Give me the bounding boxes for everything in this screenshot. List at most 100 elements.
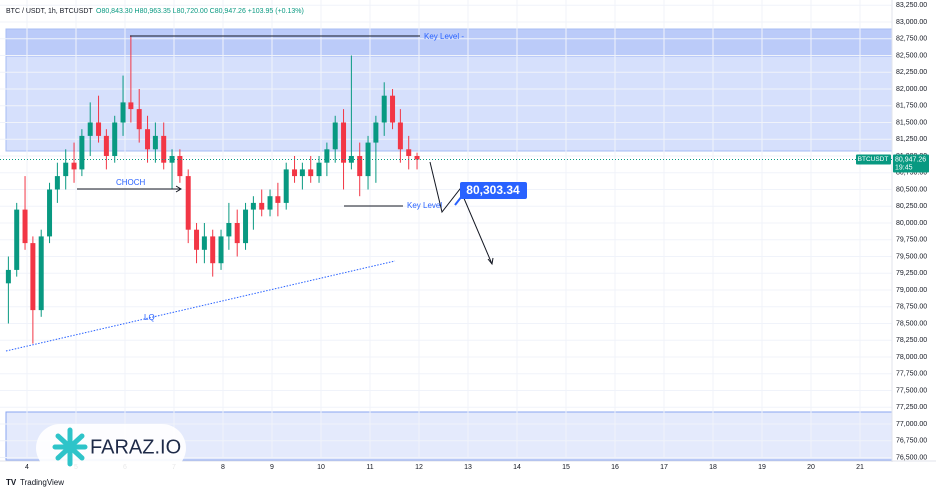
candle-body [341,122,347,163]
candle-body [54,176,60,190]
candle-body [390,95,396,123]
x-tick-label: 10 [317,464,325,471]
projection-arrow [487,257,494,266]
ohlc-readout: O80,843.30 H80,963.35 L80,720.00 C80,947… [96,8,304,15]
x-tick-label: 12 [415,464,423,471]
y-tick-label: 79,750.00 [896,237,927,244]
candle-body [283,169,289,203]
candle-body [381,95,387,123]
candle-body [194,229,200,250]
candle-body [308,169,314,177]
x-tick-label: 21 [856,464,864,471]
candle-body [332,122,338,150]
y-tick-label: 80,500.00 [896,186,927,193]
key-level-label: Key Level - [424,32,464,41]
y-tick-label: 81,500.00 [896,119,927,126]
y-tick-label: 82,750.00 [896,36,927,43]
y-tick-label: 82,500.00 [896,52,927,59]
x-tick-label: 9 [270,464,274,471]
price-axis [892,0,936,462]
chart-header: BTC / USDT, 1h, BTCUSDT [6,8,93,15]
projection-path [429,161,493,265]
y-tick-label: 78,750.00 [896,304,927,311]
x-tick-label: 15 [562,464,570,471]
x-tick-label: 8 [221,464,225,471]
candle-body [259,202,265,210]
y-tick-label: 77,500.00 [896,387,927,394]
candle-body [177,155,183,177]
candle-body [79,135,85,170]
candle-body [275,196,281,203]
x-tick-label: 16 [611,464,619,471]
symbol-tag [856,154,891,165]
candles [5,35,420,344]
x-tick-label: 4 [25,464,29,471]
countdown-text: 19:45 [895,164,913,171]
price-tag-text: 80,947.26 [895,156,926,163]
candle-body [128,102,134,110]
y-tick-label: 76,500.00 [896,454,927,461]
y-tick-label: 77,250.00 [896,404,927,411]
candle-body [96,122,102,136]
y-tick-label: 78,000.00 [896,354,927,361]
target-box [460,182,527,199]
candle-body [210,236,216,264]
candle-body [250,202,256,210]
x-tick-label: 17 [660,464,668,471]
candle-body [292,169,298,177]
x-tick-label: 19 [758,464,766,471]
target-label: 80,303.34 [466,183,520,197]
candle-body [112,122,118,156]
x-tick-label: 13 [464,464,472,471]
candle-body [30,243,36,311]
candle-body [120,102,126,123]
candle-body [373,122,379,143]
candle-body [234,223,240,244]
y-tick-label: 82,000.00 [896,86,927,93]
candle-body [38,236,44,311]
x-tick-label: 14 [513,464,521,471]
y-tick-label: 77,000.00 [896,421,927,428]
x-tick-label: 11 [366,464,373,471]
x-tick-label: 18 [709,464,717,471]
y-tick-label: 78,500.00 [896,320,927,327]
price-tag [893,154,929,173]
candle-body [185,176,191,230]
key-level-label: Key Level [407,201,442,210]
choch-arrow [175,185,182,193]
candle-body [406,149,412,156]
footer-logo: TV [6,478,17,487]
watermark-bg [36,424,186,472]
y-tick-label: 77,750.00 [896,371,927,378]
footer-text: TradingView [20,478,64,487]
y-tick-label: 82,250.00 [896,69,927,76]
candle-body [324,149,330,163]
candle-body [316,162,322,177]
y-tick-label: 83,250.00 [896,2,927,9]
y-tick-label: 81,250.00 [896,136,927,143]
y-tick-label: 79,500.00 [896,253,927,260]
candle-body [397,122,403,150]
candle-body [414,155,420,160]
y-tick-label: 83,000.00 [896,19,927,26]
supply-zone-top [6,29,892,57]
lq-label: LQ [144,313,155,322]
candle-body [365,142,371,177]
y-tick-label: 80,750.00 [896,170,927,177]
symbol-tag-text: BTCUSDT [858,156,889,163]
candle-body [63,162,69,177]
candle-body [71,162,77,170]
candle-body [169,155,175,163]
candle-body [161,135,167,163]
candle-body [267,196,273,210]
candle-body [218,236,224,264]
candle-body [47,189,53,237]
candle-body [201,236,207,250]
watermark-logo [52,427,88,467]
candle-body [145,129,151,150]
candle-body [22,209,28,244]
y-tick-label: 79,250.00 [896,270,927,277]
y-tick-label: 80,000.00 [896,220,927,227]
y-tick-label: 79,000.00 [896,287,927,294]
